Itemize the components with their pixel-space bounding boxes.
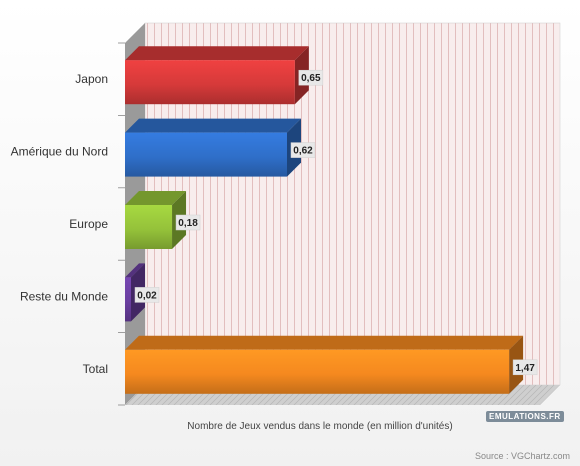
- bar-total: [125, 335, 524, 394]
- value-label: 0,18: [175, 214, 201, 231]
- value-label: 0,65: [298, 69, 324, 86]
- bar-japon: [125, 46, 309, 105]
- branding-logo: EMULATIONS.FR: [486, 411, 564, 422]
- source-note: Source : VGChartz.com: [474, 451, 570, 461]
- category-labels: Japon Amérique du Nord Europe Reste du Mond…: [11, 72, 109, 376]
- bar-am-rique-du-nord: [125, 118, 301, 177]
- bars: [125, 46, 524, 394]
- value-label: 0,62: [290, 142, 316, 158]
- svg-text:0,62: 0,62: [293, 146, 313, 157]
- value-labels: 0,65 0,62 0,18 0,02 1,47: [134, 69, 538, 376]
- category-label: Europe: [69, 217, 108, 231]
- category-label: Japon: [75, 72, 108, 86]
- category-label: Total: [83, 362, 108, 376]
- bar-europe: [125, 191, 187, 249]
- value-label: 0,02: [134, 287, 160, 303]
- svg-text:1,47: 1,47: [515, 363, 535, 374]
- value-label: 1,47: [512, 359, 538, 376]
- svg-text:0,65: 0,65: [301, 73, 321, 84]
- category-label: Reste du Monde: [20, 289, 108, 303]
- svg-text:0,02: 0,02: [137, 290, 157, 301]
- axis-ticks: [118, 42, 125, 406]
- x-axis-label: Nombre de Jeux vendus dans le monde (en …: [187, 421, 453, 432]
- category-label: Amérique du Nord: [11, 145, 108, 159]
- svg-text:0,18: 0,18: [178, 218, 198, 229]
